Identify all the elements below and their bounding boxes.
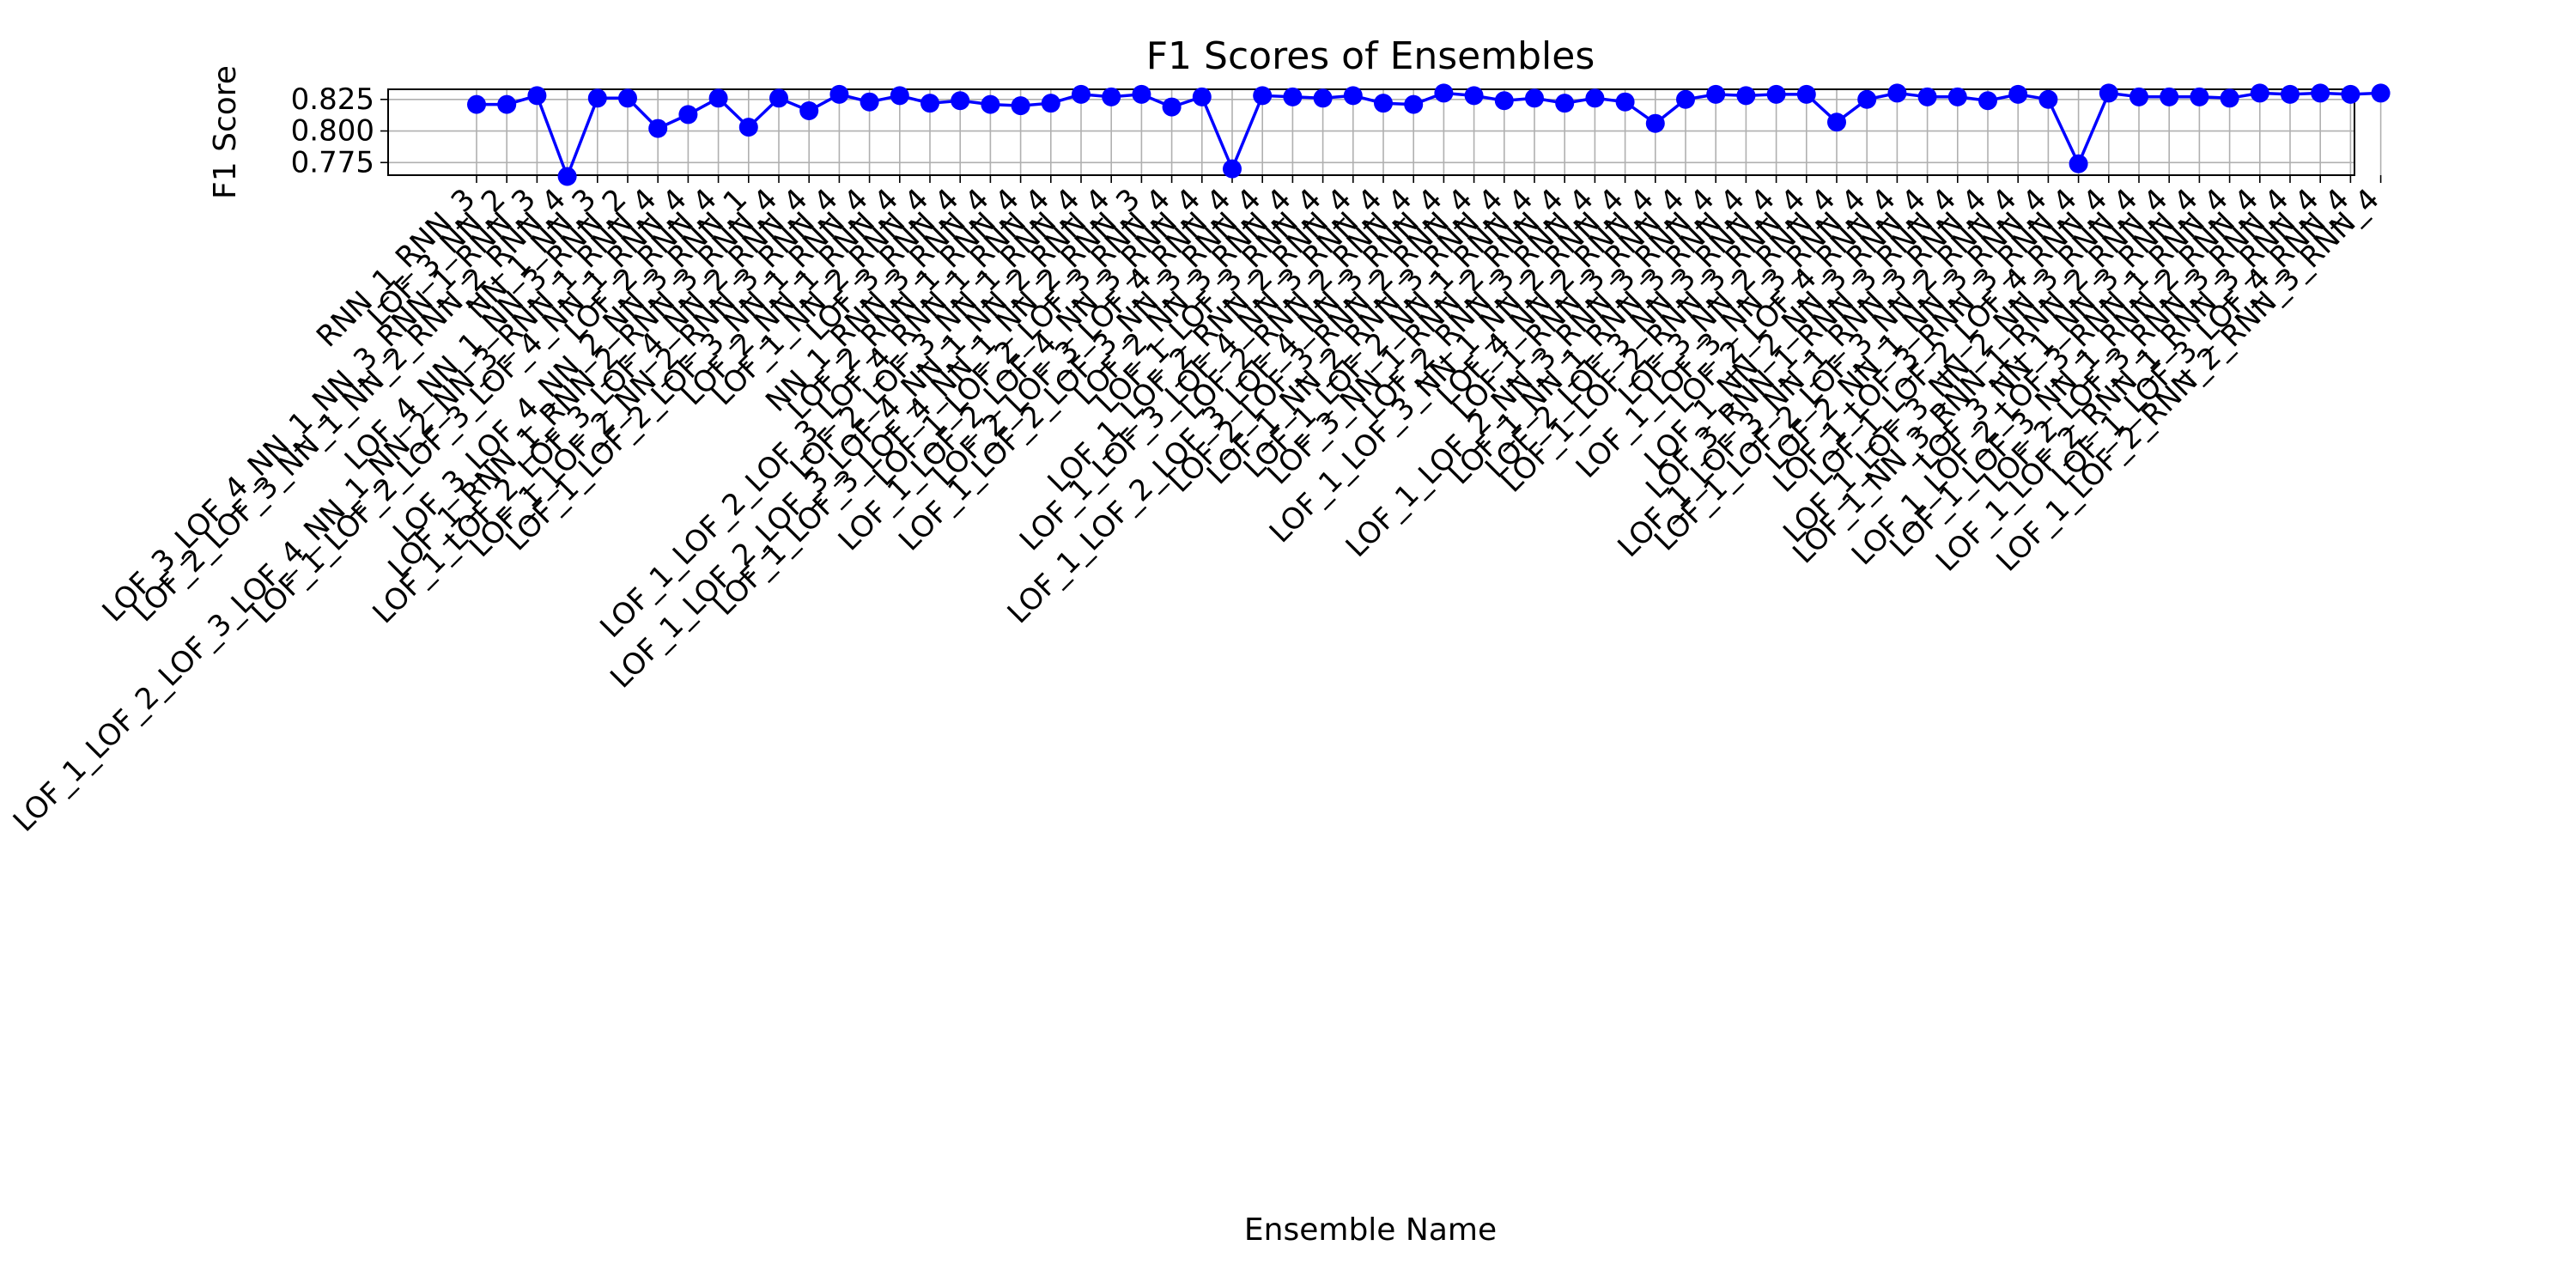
data-point xyxy=(1162,97,1182,117)
data-point xyxy=(2069,154,2088,173)
data-point xyxy=(1011,96,1030,116)
data-point xyxy=(951,91,970,111)
data-point xyxy=(1132,84,1151,104)
data-point xyxy=(2281,84,2300,104)
data-point xyxy=(1827,112,1846,132)
series-f1-score xyxy=(467,83,2391,186)
data-point xyxy=(1253,86,1273,106)
data-point xyxy=(920,94,939,113)
data-point xyxy=(890,86,909,106)
data-point xyxy=(678,105,698,125)
data-point xyxy=(587,88,607,108)
data-point xyxy=(2038,89,2058,109)
data-point xyxy=(1283,87,1303,106)
data-point xyxy=(738,118,758,137)
data-point xyxy=(2250,83,2269,103)
series-line xyxy=(477,91,2381,181)
data-point xyxy=(1796,84,1816,104)
data-point xyxy=(1041,94,1060,113)
plot-frame xyxy=(387,88,2355,176)
data-point xyxy=(1404,94,1424,114)
data-point xyxy=(1102,87,1121,106)
data-point xyxy=(1072,84,1091,104)
data-point xyxy=(1917,87,1937,106)
data-point xyxy=(1434,83,1454,103)
data-point xyxy=(467,94,486,114)
data-point xyxy=(1223,159,1242,179)
data-point xyxy=(860,92,879,112)
data-point xyxy=(2371,83,2391,103)
data-point xyxy=(829,84,849,104)
data-point xyxy=(708,88,728,108)
y-tick-label: 0.825 xyxy=(291,82,374,117)
data-point xyxy=(1736,86,1756,106)
data-point xyxy=(1887,83,1907,103)
data-point xyxy=(618,88,637,108)
data-point xyxy=(1313,88,1333,108)
chart-title: F1 Scores of Ensembles xyxy=(1146,34,1595,78)
data-point xyxy=(2160,87,2179,106)
data-point xyxy=(1374,94,1393,113)
y-tick-label: 0.800 xyxy=(291,114,374,149)
data-point xyxy=(1494,91,1514,111)
data-point xyxy=(557,167,577,186)
data-point xyxy=(648,118,668,138)
data-point xyxy=(1706,84,1726,104)
data-point xyxy=(1978,91,1997,111)
data-point xyxy=(1615,92,1635,112)
data-point xyxy=(1645,113,1665,133)
data-point xyxy=(497,94,517,114)
data-point xyxy=(1464,86,1484,106)
y-axis-title: F1 Score xyxy=(208,65,243,199)
data-point xyxy=(1676,89,1695,109)
data-point xyxy=(1525,88,1544,108)
data-point xyxy=(1555,94,1575,113)
data-point xyxy=(981,94,1000,114)
data-point xyxy=(1766,84,1786,104)
data-point xyxy=(769,88,788,108)
data-point xyxy=(1585,88,1605,108)
data-point xyxy=(1343,86,1363,106)
data-point xyxy=(527,86,547,106)
y-tick-label: 0.775 xyxy=(291,145,374,179)
x-axis-title: Ensemble Name xyxy=(1244,1212,1497,1248)
data-point xyxy=(2008,84,2028,104)
data-point xyxy=(2341,84,2360,104)
data-point xyxy=(1947,87,1967,106)
data-point xyxy=(799,101,819,120)
data-point xyxy=(1857,89,1877,109)
x-axis: RNN_1_RNN_3LOF_3_NN_2LOF_3_LOF_4_NN_1_NN… xyxy=(7,175,2386,839)
data-point xyxy=(2190,87,2209,106)
data-point xyxy=(2220,88,2239,108)
data-point xyxy=(1192,87,1212,106)
data-point xyxy=(2311,83,2330,103)
data-point xyxy=(2099,83,2118,103)
data-point xyxy=(2129,87,2148,106)
